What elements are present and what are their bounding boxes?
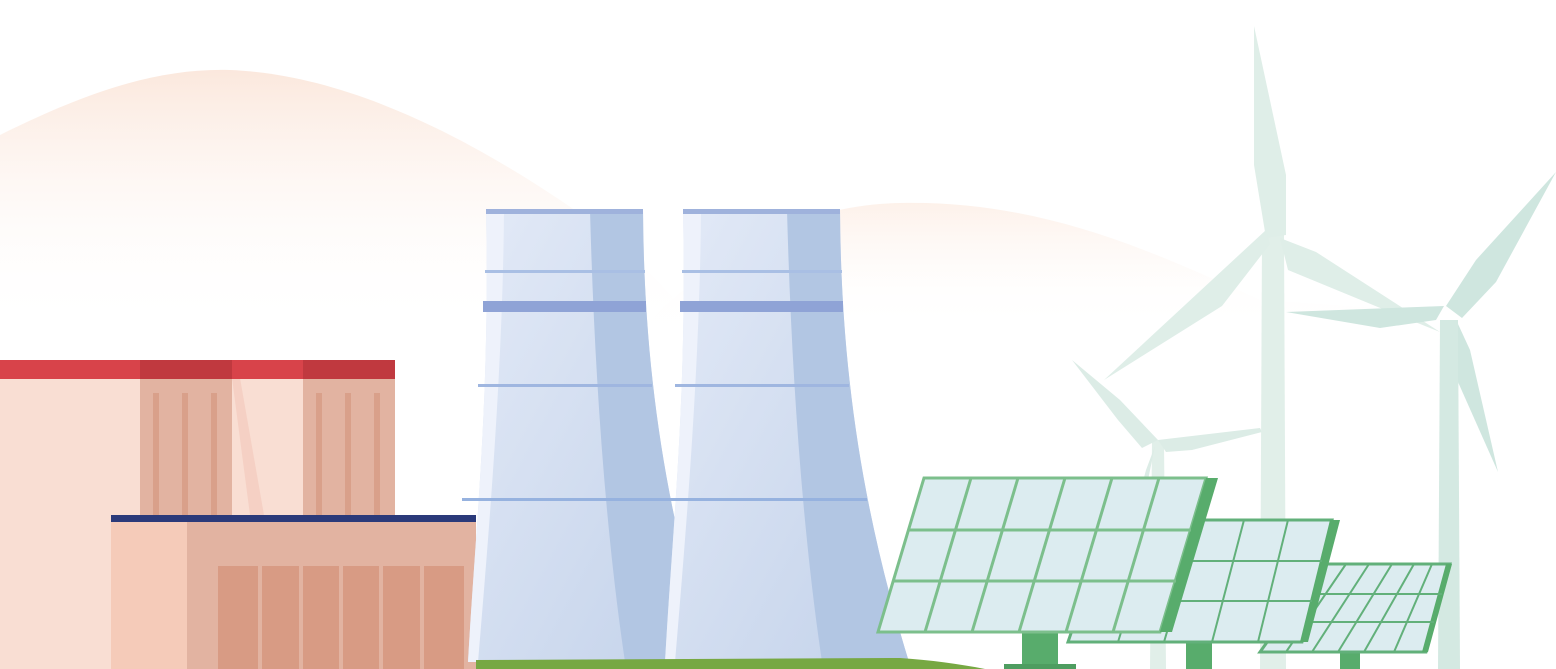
factory-building	[0, 360, 476, 669]
factory-front-trim	[111, 515, 476, 522]
hill-right	[640, 202, 1556, 330]
factory-roof-shade-right	[303, 360, 395, 379]
factory-front-panels	[218, 566, 464, 669]
factory-front-left	[111, 520, 187, 669]
cooling-tower-right	[662, 209, 909, 662]
factory-roof-shade-left	[140, 360, 232, 379]
factory-column-stripes	[153, 393, 380, 523]
cooling-tower-left	[462, 209, 712, 662]
wind-turbines	[1072, 26, 1556, 669]
factory-light-shaft	[232, 378, 264, 515]
ground	[476, 658, 985, 669]
solar-panel-large	[875, 476, 1218, 669]
